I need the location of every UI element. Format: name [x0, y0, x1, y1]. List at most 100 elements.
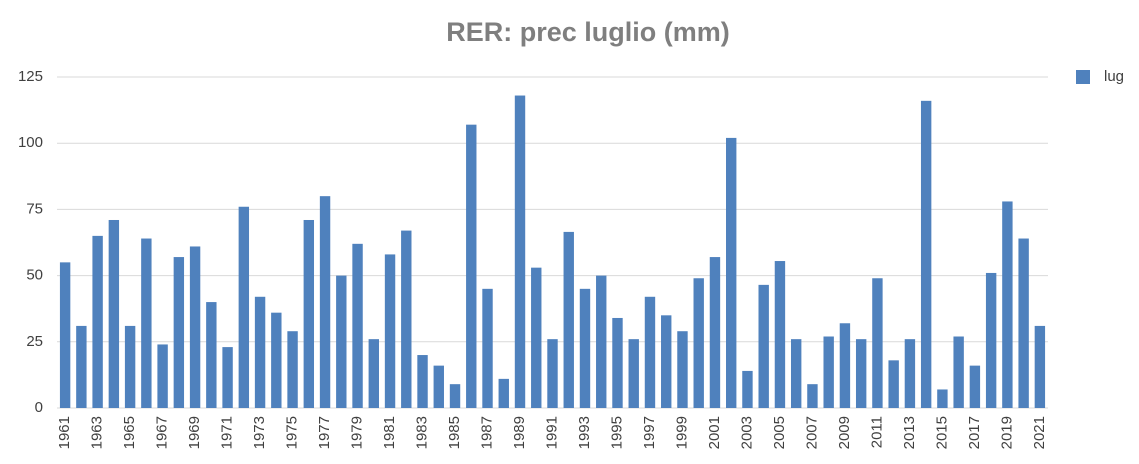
bar	[238, 206, 250, 408]
x-tick-label: 1993	[576, 416, 593, 449]
x-tick-label: 2015	[933, 416, 950, 449]
x-tick-label: 1969	[186, 416, 203, 449]
bar	[1034, 325, 1046, 408]
x-tick-label: 1997	[641, 416, 658, 449]
bar	[790, 339, 802, 408]
legend-swatch	[1076, 70, 1090, 84]
bar	[677, 331, 688, 408]
bar	[563, 231, 574, 408]
bar	[206, 302, 217, 408]
bar	[937, 389, 948, 408]
bar	[531, 267, 542, 408]
bar	[303, 219, 315, 408]
bar	[76, 325, 87, 408]
y-tick-label: 25	[26, 333, 43, 350]
bar	[547, 339, 558, 408]
bar	[417, 355, 428, 408]
x-tick-label: 1987	[478, 416, 495, 449]
x-tick-label: 2001	[706, 416, 723, 449]
bar	[498, 378, 509, 408]
bar	[319, 196, 331, 408]
y-tick-label: 125	[18, 68, 43, 85]
bar	[904, 339, 916, 408]
bar	[742, 370, 753, 408]
chart-title: RER: prec luglio (mm)	[446, 17, 730, 47]
x-tick-label: 2021	[1031, 416, 1048, 449]
bar	[92, 235, 103, 408]
bar	[384, 254, 396, 408]
x-tick-label: 2011	[868, 416, 885, 448]
bar	[920, 100, 932, 408]
x-tick-label: 1979	[349, 416, 366, 449]
bar	[596, 275, 607, 408]
bar	[855, 339, 867, 408]
bar	[222, 347, 233, 408]
bar	[173, 257, 185, 408]
bar	[985, 272, 997, 408]
x-tick-label: 1983	[414, 416, 431, 449]
x-tick-label: 2003	[738, 416, 755, 449]
x-tick-label: 1965	[121, 416, 138, 449]
bar	[189, 246, 201, 408]
bar	[254, 296, 266, 408]
bar	[141, 238, 152, 408]
bar	[482, 288, 493, 408]
x-tick-label: 1961	[56, 416, 73, 449]
bar	[628, 339, 639, 408]
x-tick-label: 1971	[219, 416, 236, 449]
x-tick-label: 1999	[673, 416, 690, 449]
x-tick-label: 1973	[251, 416, 268, 449]
bar	[758, 284, 769, 408]
bar	[579, 288, 591, 408]
bar	[401, 230, 412, 408]
y-tick-label: 0	[35, 399, 43, 416]
x-tick-label: 1967	[154, 416, 171, 449]
bar	[433, 365, 444, 408]
x-tick-label: 2009	[836, 416, 853, 449]
bar	[612, 317, 623, 408]
bar	[888, 360, 899, 408]
legend-label: lug	[1104, 68, 1124, 85]
bar	[969, 365, 981, 408]
bar	[271, 312, 282, 408]
bar	[839, 323, 851, 408]
bar	[336, 275, 347, 408]
x-tick-label: 1981	[381, 416, 398, 449]
x-tick-label: 1991	[543, 416, 560, 449]
x-tick-label: 2005	[771, 416, 788, 449]
x-tick-label: 2019	[998, 416, 1015, 449]
bar	[709, 257, 721, 408]
bar	[59, 262, 71, 408]
bar	[726, 137, 737, 409]
y-tick-label: 75	[26, 200, 43, 217]
bar	[449, 384, 461, 408]
bar	[807, 384, 818, 408]
x-tick-label: 2017	[966, 416, 983, 449]
y-tick-label: 100	[18, 134, 43, 151]
x-tick-label: 1985	[446, 416, 463, 449]
bar	[953, 336, 964, 408]
bar	[108, 219, 120, 408]
bar	[466, 124, 477, 408]
bar	[693, 278, 704, 408]
bar	[661, 315, 672, 408]
bar	[287, 331, 298, 408]
bar	[368, 339, 379, 408]
y-tick-label: 50	[26, 267, 43, 284]
bar	[872, 278, 883, 408]
bar	[823, 336, 834, 408]
bar	[514, 95, 526, 408]
bar	[124, 325, 136, 408]
x-tick-label: 1995	[608, 416, 625, 449]
bar	[352, 243, 363, 408]
bar	[644, 296, 656, 408]
bar	[774, 261, 786, 408]
bar	[1018, 238, 1029, 408]
bar	[157, 344, 168, 408]
x-tick-label: 1963	[89, 416, 106, 449]
bar	[1002, 201, 1013, 408]
x-tick-label: 1989	[511, 416, 528, 449]
x-tick-label: 1975	[284, 416, 301, 449]
x-tick-label: 2007	[803, 416, 820, 449]
